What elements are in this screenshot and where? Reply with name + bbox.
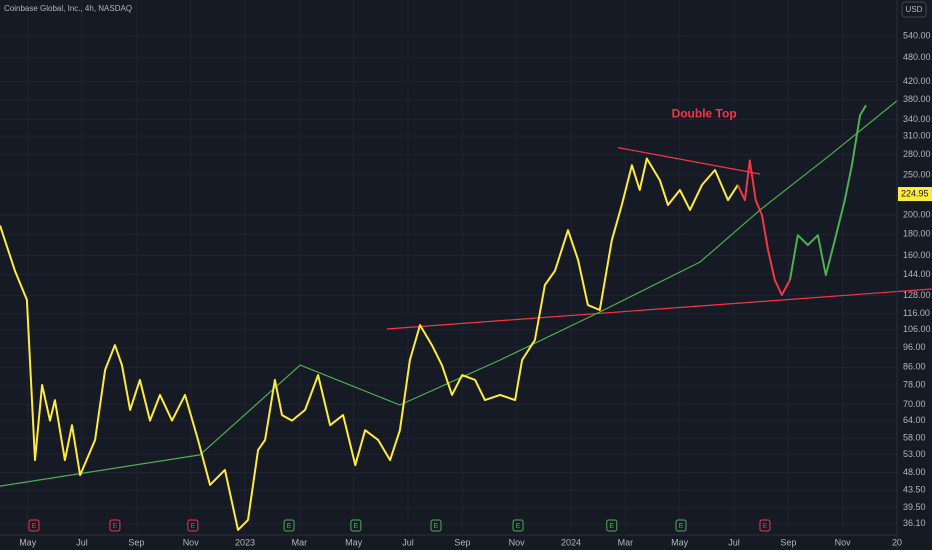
price-line bbox=[789, 104, 867, 281]
y-tick-label: 480.00 bbox=[903, 52, 931, 62]
y-tick-label: 160.00 bbox=[903, 250, 931, 260]
x-tick-label: 2023 bbox=[235, 537, 255, 547]
y-tick-label: 250.00 bbox=[903, 169, 931, 179]
earnings-marker bbox=[675, 519, 687, 532]
earnings-marker bbox=[430, 519, 442, 532]
trend-line bbox=[617, 147, 761, 175]
y-tick-label: 70.00 bbox=[903, 399, 926, 409]
earnings-label: E bbox=[434, 523, 439, 530]
x-tick-label: Mar bbox=[292, 537, 308, 547]
y-tick-label: 78.00 bbox=[903, 379, 926, 389]
last-price-label: 224.95 bbox=[901, 188, 929, 198]
earnings-marker bbox=[606, 519, 618, 532]
x-tick-label: May bbox=[671, 537, 689, 547]
y-tick-label: 96.00 bbox=[903, 342, 926, 352]
x-tick-label: 2024 bbox=[561, 537, 581, 547]
last-price-box bbox=[898, 187, 932, 202]
earnings-label: E bbox=[32, 523, 37, 530]
earnings-label: E bbox=[191, 523, 196, 530]
x-tick-label: Nov bbox=[509, 537, 526, 547]
y-tick-label: 128.00 bbox=[903, 290, 931, 300]
earnings-marker bbox=[109, 519, 121, 532]
earnings-marker bbox=[283, 519, 295, 532]
x-tick-label: Nov bbox=[835, 537, 852, 547]
plot bbox=[0, 99, 932, 531]
price-line bbox=[736, 159, 791, 296]
y-tick-label: 48.00 bbox=[903, 467, 926, 477]
trend-line bbox=[0, 99, 899, 487]
earnings-label: E bbox=[679, 523, 684, 530]
y-tick-label: 340.00 bbox=[903, 114, 931, 124]
price-line bbox=[0, 157, 739, 531]
y-tick-label: 64.00 bbox=[903, 415, 926, 425]
x-tick-label: 20 bbox=[892, 537, 902, 547]
currency-box[interactable] bbox=[901, 1, 927, 18]
earnings-marker bbox=[759, 519, 771, 532]
earnings-label: E bbox=[609, 523, 614, 530]
y-tick-label: 39.50 bbox=[903, 502, 926, 512]
y-tick-label: 420.00 bbox=[903, 76, 931, 86]
earnings-label: E bbox=[516, 523, 521, 530]
y-tick-label: 144.00 bbox=[903, 269, 931, 279]
x-tick-label: May bbox=[345, 537, 363, 547]
y-tick-label: 540.00 bbox=[903, 31, 931, 41]
earnings-marker bbox=[28, 519, 40, 532]
currency[interactable]: USD bbox=[906, 5, 923, 14]
y-tick-label: 53.00 bbox=[903, 449, 926, 459]
x-tick-label: May bbox=[19, 537, 37, 547]
earnings-marker bbox=[512, 519, 524, 532]
x-tick-label: Jul bbox=[728, 537, 740, 547]
x-tick-label: Jul bbox=[76, 537, 88, 547]
earnings-marker bbox=[187, 519, 199, 532]
earnings-label: E bbox=[113, 523, 118, 530]
chart-title: Coinbase Global, Inc., 4h, NASDAQ bbox=[4, 4, 132, 13]
y-tick-label: 58.00 bbox=[903, 433, 926, 443]
y-tick-label: 106.00 bbox=[903, 324, 931, 334]
x-tick-label: Sep bbox=[454, 537, 470, 547]
y-tick-label: 36.10 bbox=[903, 518, 926, 528]
y-tick-label: 116.00 bbox=[903, 308, 930, 318]
x-tick-label: Nov bbox=[183, 537, 200, 547]
y-tick-label: 86.00 bbox=[903, 362, 926, 372]
y-tick-label: 43.50 bbox=[903, 485, 926, 495]
trend-line bbox=[386, 288, 932, 330]
earnings-label: E bbox=[287, 523, 292, 530]
y-tick-label: 180.00 bbox=[903, 229, 931, 239]
earnings-label: E bbox=[763, 523, 768, 530]
y-tick-label: 280.00 bbox=[903, 149, 931, 159]
annotation: Double Top bbox=[672, 107, 737, 121]
x-tick-label: Sep bbox=[128, 537, 144, 547]
grid bbox=[0, 0, 898, 532]
earnings-label: E bbox=[354, 523, 359, 530]
y-tick-label: 310.00 bbox=[903, 131, 931, 141]
earnings-marker bbox=[350, 519, 362, 532]
y-tick-label: 380.00 bbox=[903, 94, 931, 104]
x-tick-label: Mar bbox=[618, 537, 634, 547]
y-tick-label: 200.00 bbox=[903, 210, 931, 220]
x-tick-label: Sep bbox=[780, 537, 796, 547]
x-tick-label: Jul bbox=[402, 537, 414, 547]
